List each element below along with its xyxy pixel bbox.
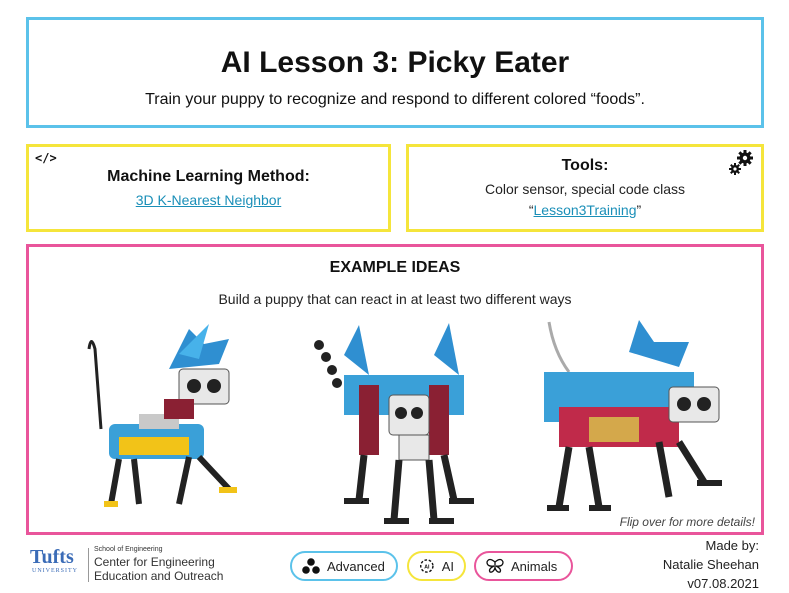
code-icon: </> (35, 151, 57, 165)
ml-method-heading: Machine Learning Method: (107, 168, 310, 185)
lesson-title: AI Lesson 3: Picky Eater (220, 46, 570, 79)
quote-close: ” (636, 202, 642, 218)
version-label: v07.08.2021 (687, 576, 759, 591)
ai-icon: AI (420, 559, 434, 573)
animals-tag-label: Animals (511, 558, 558, 574)
tufts-wordmark: Tufts (30, 546, 74, 568)
svg-text:AI: AI (424, 565, 430, 571)
lesson3training-link[interactable]: Lesson3Training (533, 202, 637, 218)
example-ideas-heading: EXAMPLE IDEAS (329, 259, 461, 276)
ml-method-card: </> Machine Learning Method: 3D K-Neares… (26, 144, 391, 232)
robot-puppy-image-3 (544, 320, 722, 511)
flip-over-note: Flip over for more details! (619, 515, 755, 529)
tools-description: Color sensor, special code class (485, 181, 685, 197)
credits: Made by: Natalie Sheehan v07.08.2021 (663, 536, 759, 593)
example-ideas-subtitle: Build a puppy that can react in at least… (218, 291, 572, 307)
lesson-subtitle: Train your puppy to recognize and respon… (145, 91, 645, 108)
title-card: AI Lesson 3: Picky Eater Train your pupp… (26, 17, 764, 128)
made-by-label: Made by: (705, 538, 759, 553)
advanced-tag: Advanced (290, 551, 398, 581)
tufts-university-text: UNIVERSITY (32, 568, 78, 574)
butterfly-icon (486, 558, 504, 573)
tools-heading: Tools: (561, 157, 609, 174)
ai-tag-label: AI (441, 558, 454, 574)
advanced-tag-label: Advanced (327, 558, 385, 574)
center-name-line2: Education and Outreach (94, 569, 224, 583)
tufts-ceeo-logo: Tufts UNIVERSITY School of Engineering C… (30, 546, 230, 584)
center-name-line1: Center for Engineering (94, 555, 215, 569)
quote-open: “ (528, 202, 534, 218)
robot-puppy-image-2 (314, 323, 474, 524)
animals-tag: Animals (474, 551, 573, 581)
author-name: Natalie Sheehan (662, 557, 759, 572)
example-ideas-card: EXAMPLE IDEAS Build a puppy that can rea… (26, 244, 764, 535)
tools-card: Tools: Color sensor, special code class … (406, 144, 764, 232)
school-of-engineering-text: School of Engineering (94, 546, 163, 553)
gear-icon (729, 150, 753, 175)
ai-tag: AI AI (407, 551, 466, 581)
robot-puppy-image-1 (87, 324, 237, 507)
ml-method-link[interactable]: 3D K-Nearest Neighbor (135, 192, 282, 208)
advanced-icon (302, 558, 320, 574)
logo-divider (88, 548, 89, 582)
